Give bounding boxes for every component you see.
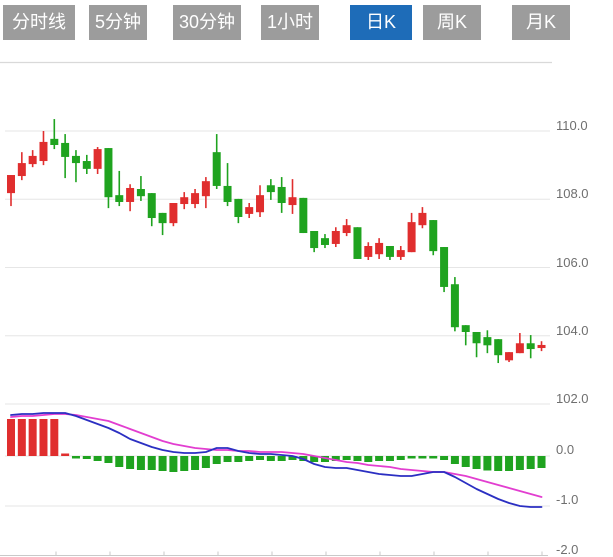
price-axis-label: 108.0: [556, 186, 589, 202]
macd-axis-label: -2.0: [556, 541, 579, 557]
tab-monthly-k[interactable]: 月K: [512, 5, 570, 40]
tab-weekly-k[interactable]: 周K: [423, 5, 481, 40]
tab-5min[interactable]: 5分钟: [89, 5, 147, 40]
price-axis-label: 106.0: [556, 254, 589, 270]
macd-histogram: [7, 419, 546, 472]
tab-30min[interactable]: 30分钟: [173, 5, 241, 40]
tab-1hour[interactable]: 1小时: [261, 5, 319, 40]
tab-timeshare[interactable]: 分时线: [3, 5, 75, 40]
macd-axis-label: 0.0: [556, 442, 575, 457]
price-axis-label: 110.0: [556, 118, 588, 133]
price-axis-label: 104.0: [556, 322, 589, 338]
tab-daily-k[interactable]: 日K: [350, 5, 412, 40]
period-tabbar: 分时线 5分钟 30分钟 1小时 日K 周K 月K: [0, 0, 613, 45]
time-axis: [0, 551, 548, 556]
dea-line: [10, 413, 543, 498]
dif-line: [10, 412, 543, 508]
price-axis-label: 102.0: [556, 391, 589, 406]
candle-series: [7, 119, 546, 364]
macd-axis-label: -1.0: [556, 492, 579, 507]
gridlines: [0, 61, 552, 507]
